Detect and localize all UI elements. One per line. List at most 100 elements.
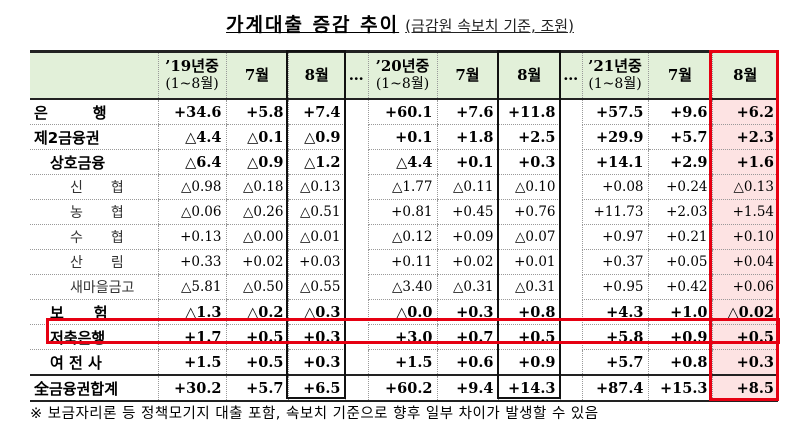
ellipsis: … <box>345 50 368 100</box>
cell-value: △0.18 <box>225 174 288 200</box>
ellipsis-gap <box>344 249 368 275</box>
cell-value: △0.98 <box>157 174 226 200</box>
ellipsis-gap <box>344 274 368 300</box>
cell-value: △0.11 <box>436 174 498 200</box>
row-label: 은 행 <box>30 99 158 125</box>
cell-value: +34.6 <box>157 99 226 125</box>
cell-value: +7.4 <box>287 99 345 125</box>
cell-value: +5.7 <box>225 374 288 402</box>
cell-value: +0.37 <box>581 249 648 275</box>
cell-value: △0.3 <box>287 299 345 325</box>
footnote: ※ 보금자리론 등 정책모기지 대출 포함, 속보치 기준으로 향후 일부 차이… <box>30 406 599 422</box>
cell-value: +0.24 <box>647 174 712 200</box>
cell-value: +5.8 <box>225 99 288 125</box>
cell-value: +0.97 <box>581 224 648 250</box>
cell-value: +2.5 <box>497 124 560 150</box>
header-blank <box>30 50 158 100</box>
cell-value: △0.55 <box>287 274 345 300</box>
row-label: 수 협 <box>30 224 158 250</box>
table-row: 수 협 +0.13 △0.00 △0.01 △0.12 +0.09 △0.07 +0.97 +0… <box>30 224 778 250</box>
cell-value: +0.10 <box>711 224 778 250</box>
cell-value: +2.03 <box>647 199 712 225</box>
cell-value: +8.5 <box>711 374 778 402</box>
cell-value: △1.77 <box>367 174 437 200</box>
table-row: 은 행 +34.6 +5.8 +7.4 +60.1 +7.6 +11.8 +57.5 +9.6 +… <box>30 99 778 125</box>
cell-value: △0.13 <box>711 174 778 200</box>
row-label: 보 험 <box>30 299 158 325</box>
header-col: 7월 <box>225 50 288 100</box>
ellipsis-gap <box>559 99 582 125</box>
cell-value: +0.6 <box>436 349 498 376</box>
cell-value: △0.02 <box>711 299 778 325</box>
cell-value: +30.2 <box>157 374 226 402</box>
ellipsis-gap <box>344 199 368 225</box>
cell-value: +29.9 <box>581 124 648 150</box>
cell-value: +2.9 <box>647 149 712 175</box>
cell-value: +1.0 <box>647 299 712 325</box>
cell-value: +0.13 <box>157 224 226 250</box>
cell-value: △3.40 <box>367 274 437 300</box>
ellipsis-gap <box>559 249 582 275</box>
cell-value: △0.0 <box>367 299 437 325</box>
cell-value: +9.4 <box>436 374 498 402</box>
cell-value: △0.50 <box>225 274 288 300</box>
cell-value: +0.3 <box>711 349 778 376</box>
cell-value: +11.8 <box>497 99 560 125</box>
cell-value: +0.01 <box>497 249 560 275</box>
ellipsis: … <box>560 50 582 100</box>
cell-value: +0.45 <box>436 199 498 225</box>
cell-value: △0.1 <box>225 124 288 150</box>
cell-value: +0.5 <box>225 324 288 350</box>
cell-value: +1.7 <box>157 324 226 350</box>
cell-value: +0.5 <box>497 324 560 350</box>
cell-value: +4.3 <box>581 299 648 325</box>
cell-value: +0.3 <box>287 349 345 376</box>
cell-value: △1.3 <box>157 299 226 325</box>
table-row: 상호금융 △6.4 △0.9 △1.2 △4.4 +0.1 +0.3 +14.1 +2.9 +1.… <box>30 149 778 175</box>
cell-value: +0.5 <box>225 349 288 376</box>
cell-value: +0.11 <box>367 249 437 275</box>
table-row: 저축은행 +1.7 +0.5 +0.3 +3.0 +0.7 +0.5 +5.8 +0.9 +0.5 <box>30 324 778 350</box>
row-label: 상호금융 <box>30 149 158 175</box>
cell-value: +0.42 <box>647 274 712 300</box>
cell-value: △4.4 <box>157 124 226 150</box>
cell-value: △0.31 <box>497 274 560 300</box>
cell-value: +60.2 <box>367 374 437 402</box>
cell-value: +0.09 <box>436 224 498 250</box>
cell-value: △0.9 <box>287 124 345 150</box>
cell-value: +1.8 <box>436 124 498 150</box>
row-label: 산 림 <box>30 249 158 275</box>
cell-value: +1.6 <box>711 149 778 175</box>
cell-value: +0.81 <box>367 199 437 225</box>
cell-value: +0.5 <box>711 324 778 350</box>
cell-value: △4.4 <box>367 149 437 175</box>
header-col: 7월 <box>647 50 712 100</box>
cell-value: △0.26 <box>225 199 288 225</box>
cell-value: +0.04 <box>711 249 778 275</box>
table-row: 농 협 △0.06 △0.26 △0.51 +0.81 +0.45 +0.76 +11.73 +… <box>30 199 778 225</box>
table-row: 산 림 +0.33 +0.02 +0.03 +0.11 +0.02 +0.01 +0.37 +0… <box>30 249 778 275</box>
table-row: 全금융권합계 +30.2 +5.7 +6.5 +60.2 +9.4 +14.3 +87.4 +1… <box>30 374 778 402</box>
ellipsis-gap <box>344 324 368 350</box>
cell-value: +0.02 <box>225 249 288 275</box>
cell-value: △0.01 <box>287 224 345 250</box>
cell-value: +0.21 <box>647 224 712 250</box>
row-label: 全금융권합계 <box>30 374 158 402</box>
cell-value: +0.76 <box>497 199 560 225</box>
header-row: ’19년중 (1~8월) 7월 8월 … ’20년중 (1~8월) 7월 8월 … … <box>30 50 778 100</box>
table-row: 여 전 사 +1.5 +0.5 +0.3 +1.5 +0.6 +0.9 +5.7 +0.8 +0.… <box>30 349 778 376</box>
ellipsis-gap <box>559 124 582 150</box>
row-label: 저축은행 <box>30 324 158 350</box>
cell-value: +0.9 <box>497 349 560 376</box>
table-row: 보 험 △1.3 △0.2 △0.3 △0.0 +0.3 +0.8 +4.3 +1.0 △0.02 <box>30 299 778 325</box>
cell-value: +6.5 <box>287 374 345 402</box>
cell-value: △0.2 <box>225 299 288 325</box>
cell-value: △0.51 <box>287 199 345 225</box>
ellipsis-gap <box>344 349 368 375</box>
header-col: 8월 <box>497 50 560 100</box>
ellipsis-gap <box>559 149 582 175</box>
title-main: 가계대출 증감 추이 <box>226 14 400 36</box>
cell-value: +0.95 <box>581 274 648 300</box>
cell-value: +5.8 <box>581 324 648 350</box>
header-col: ’21년중 (1~8월) <box>581 50 648 100</box>
